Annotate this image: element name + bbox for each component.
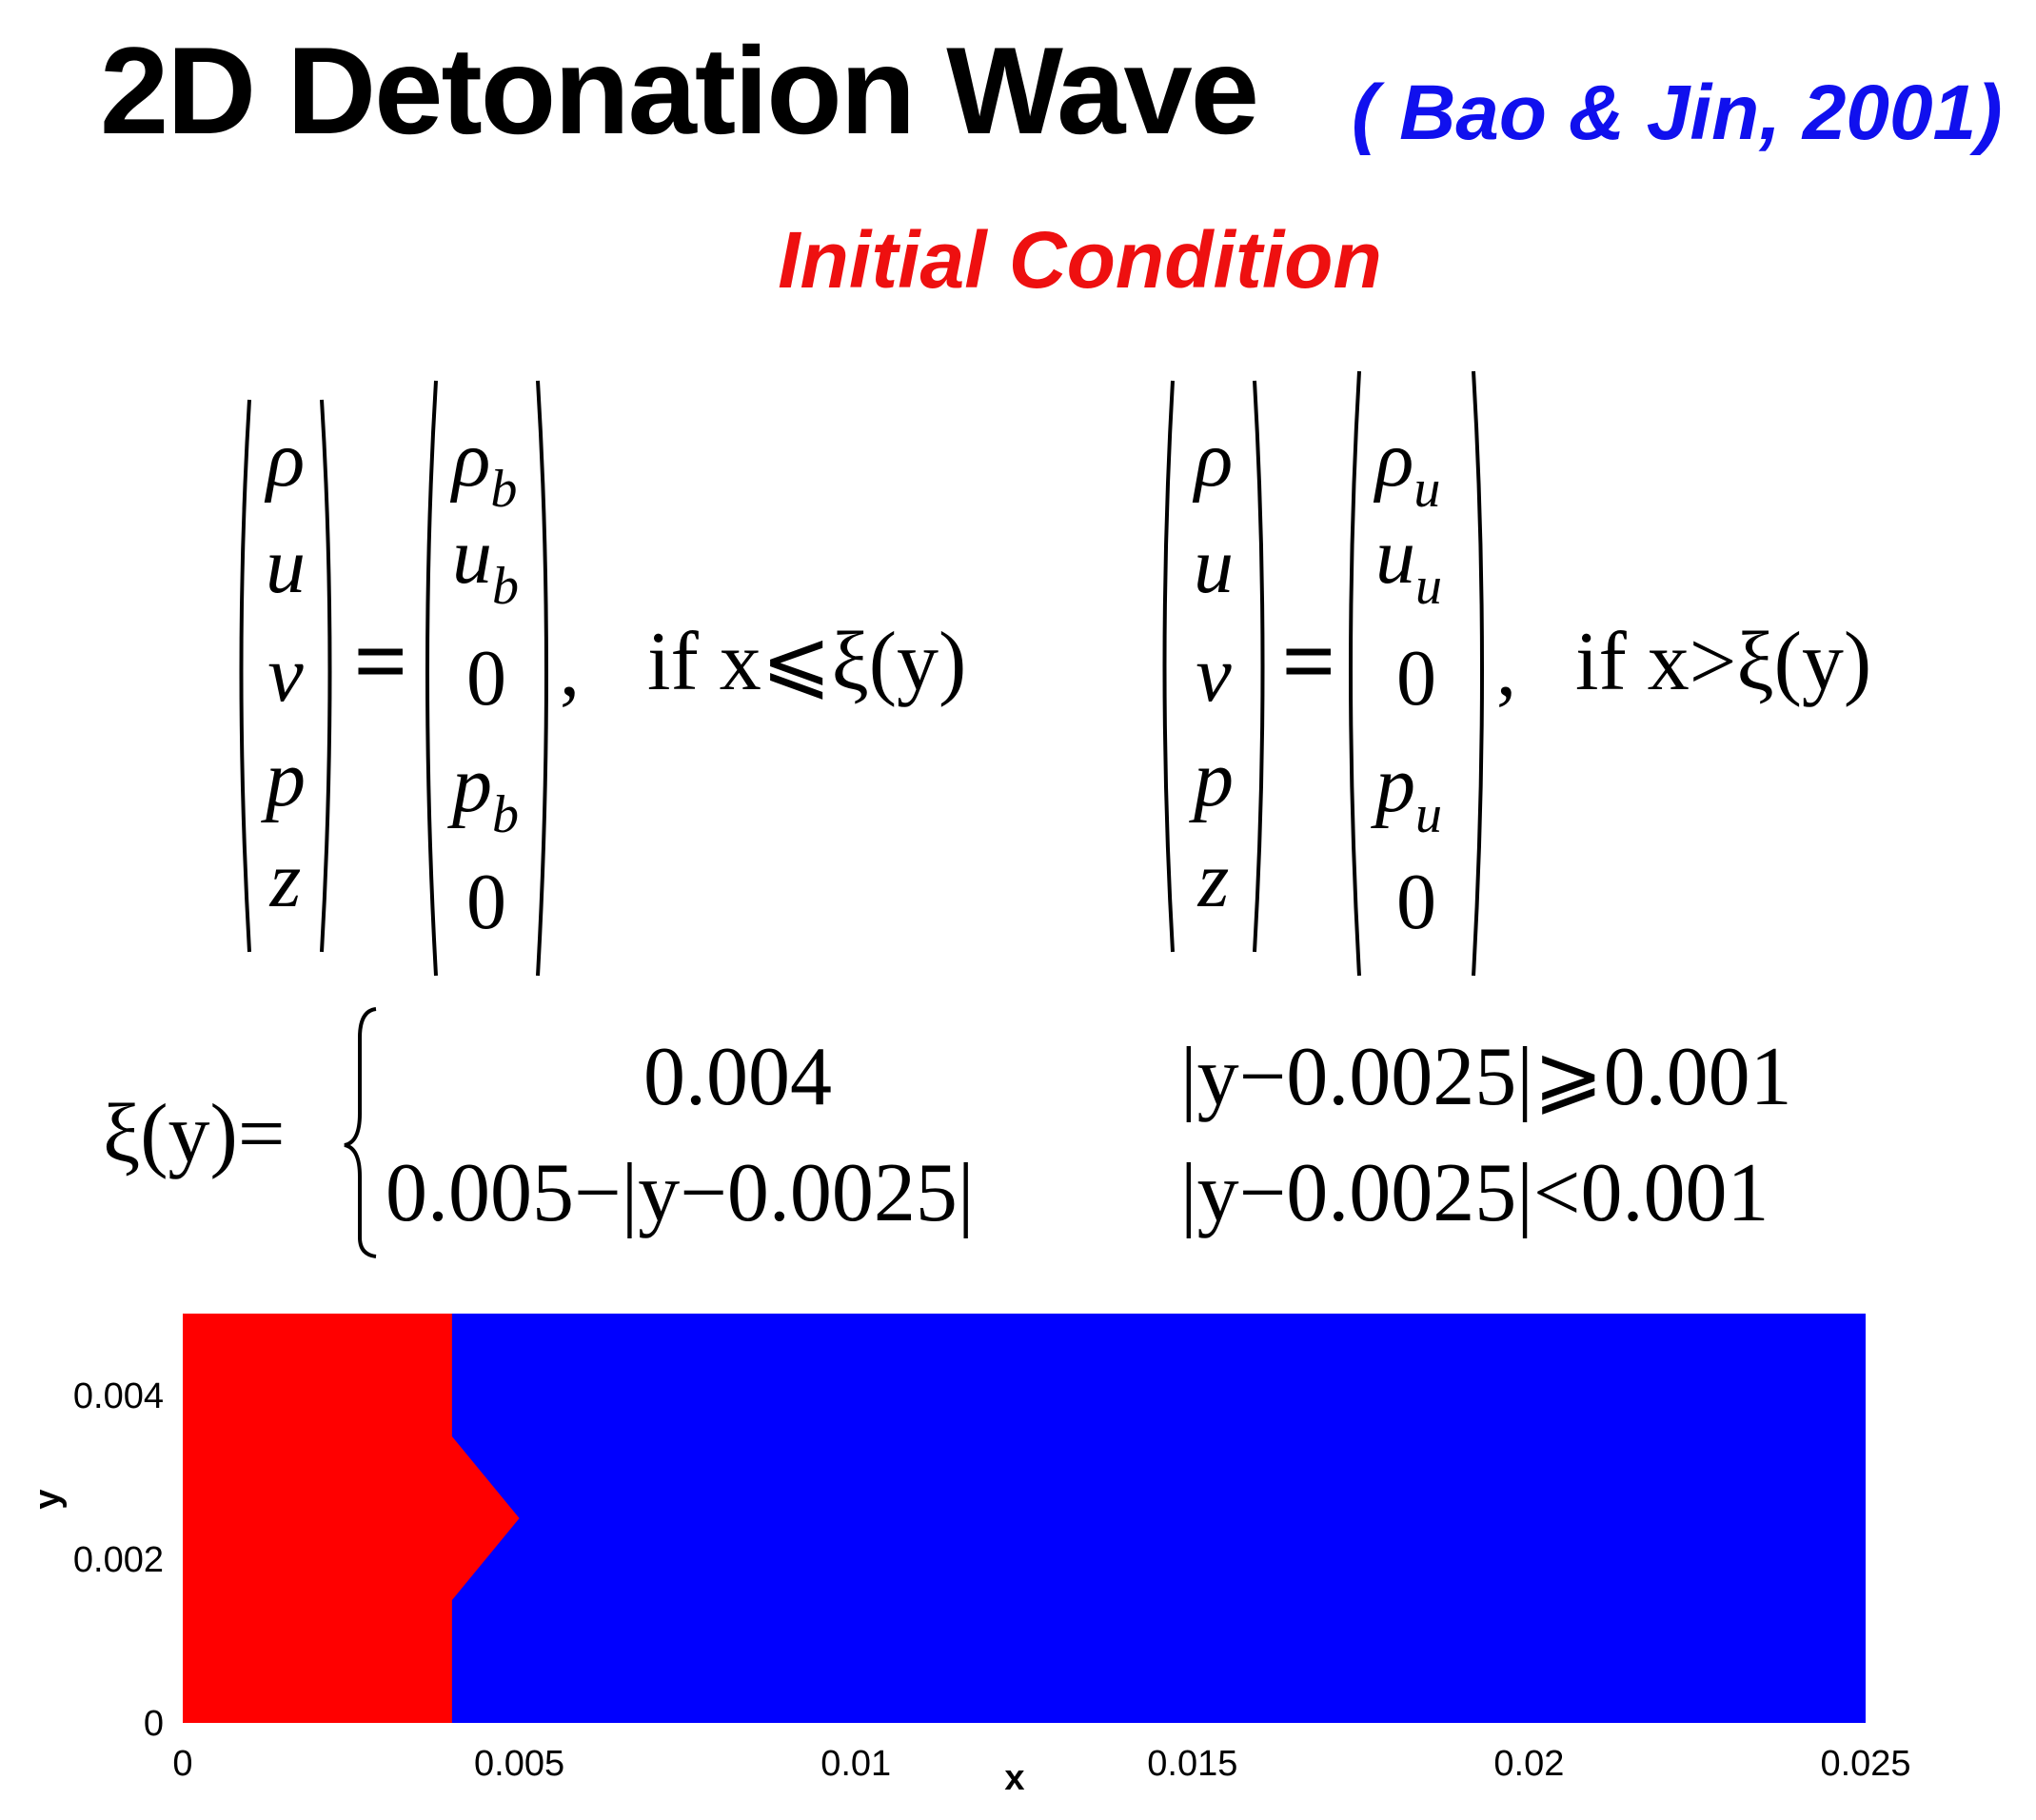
left-vars-bracket-l: [239, 399, 251, 953]
right-vars-bracket-r: [1253, 380, 1265, 953]
x-tick-label: 0.005: [474, 1744, 564, 1784]
right-vars-bracket-l: [1162, 380, 1175, 953]
left-val-3: pb: [447, 741, 519, 844]
right-equals-sign: =: [1282, 608, 1336, 714]
subtitle: Initial Condition: [778, 215, 1382, 305]
right-val-1: uu: [1375, 512, 1442, 616]
left-val-0: ρb: [449, 415, 517, 519]
left-val-4: 0: [466, 858, 506, 946]
left-vars-bracket-r: [320, 399, 332, 953]
page-title: 2D Detonation Wave: [100, 21, 1259, 160]
left-val-1: ub: [452, 512, 519, 616]
right-vals-bracket-r: [1472, 370, 1484, 977]
left-vals-bracket-l: [425, 380, 438, 977]
right-var-3: p: [1189, 735, 1234, 823]
xi-definition: ξ(y)= 0.004 0.005−|y−0.0025| |y−0.0025|⩾…: [103, 1007, 1792, 1258]
left-vals-bracket-r: [536, 380, 548, 977]
x-axis-label: x: [1004, 1758, 1024, 1798]
xi-case-1-value: 0.005−|y−0.0025|: [385, 1147, 975, 1239]
right-var-2: v: [1196, 630, 1232, 719]
right-comma: ,: [1496, 624, 1516, 713]
initial-condition-plot: 0 0.005 0.01 0.015 0.02 0.025 0 0.002 0.004 x y: [28, 1314, 1911, 1798]
y-tick-label: 0.004: [73, 1376, 164, 1416]
left-comma: ,: [560, 624, 580, 713]
left-var-1: u: [266, 522, 306, 610]
right-val-0: ρu: [1373, 415, 1440, 519]
xi-brace: [344, 1007, 377, 1258]
left-condition: if x⩽ξ(y): [647, 616, 966, 708]
right-vals-bracket-l: [1349, 370, 1361, 977]
right-var-1: u: [1194, 522, 1234, 610]
right-val-2: 0: [1396, 634, 1436, 722]
y-tick-label: 0: [144, 1704, 164, 1744]
citation: ( Bao & Jin, 2001): [1352, 69, 2003, 156]
left-equals-sign: =: [354, 608, 408, 714]
left-val-2: 0: [466, 634, 506, 722]
left-var-3: p: [261, 735, 306, 823]
xi-case-0-value: 0.004: [643, 1031, 832, 1123]
right-val-4: 0: [1396, 858, 1436, 946]
right-val-3: pu: [1371, 741, 1442, 844]
left-state-equation: ρ u v p z = ρb ub 0 pb 0 , if x⩽ξ(y): [239, 380, 966, 977]
right-condition: if x>ξ(y): [1575, 616, 1871, 708]
xi-lhs: ξ(y)=: [103, 1088, 285, 1180]
right-var-0: ρ: [1192, 415, 1233, 504]
right-var-4: z: [1197, 836, 1230, 924]
x-tick-label: 0: [172, 1744, 192, 1784]
right-state-equation: ρ u v p z = ρu uu 0 pu 0 , if x>ξ(y): [1162, 370, 1871, 977]
y-axis-label: y: [28, 1489, 68, 1509]
burnt-region: [183, 1314, 520, 1723]
left-var-4: z: [269, 836, 302, 924]
xi-case-1-condition: |y−0.0025|<0.001: [1180, 1147, 1769, 1239]
x-tick-label: 0.01: [820, 1744, 891, 1784]
y-tick-label: 0.002: [73, 1540, 164, 1580]
left-var-2: v: [267, 630, 304, 719]
xi-case-0-condition: |y−0.0025|⩾0.001: [1180, 1031, 1792, 1123]
x-tick-label: 0.025: [1820, 1744, 1910, 1784]
left-var-0: ρ: [264, 415, 305, 504]
x-tick-label: 0.015: [1147, 1744, 1237, 1784]
x-tick-label: 0.02: [1493, 1744, 1564, 1784]
